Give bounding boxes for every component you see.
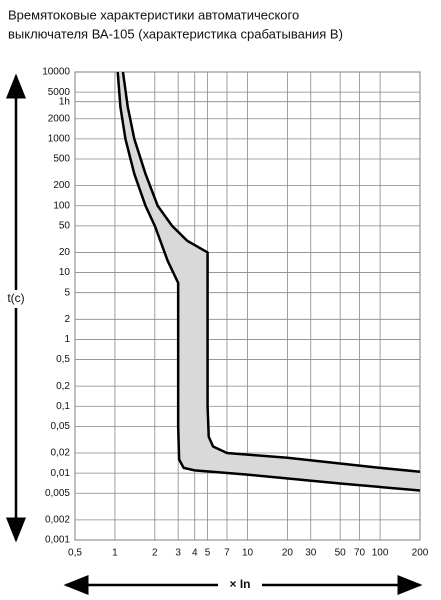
y-tick-label: 0,02 <box>51 448 71 459</box>
y-tick-label: 2000 <box>48 113 71 124</box>
y-axis-label: t(c) <box>7 291 24 305</box>
y-tick-label: 0,01 <box>51 468 71 479</box>
y-tick-label: 500 <box>53 154 70 165</box>
x-tick-label: 10 <box>242 548 254 559</box>
y-tick-label: 1h <box>59 96 70 107</box>
y-tick-label: 0,005 <box>45 488 70 499</box>
y-tick-label: 20 <box>59 247 71 258</box>
x-tick-label: 200 <box>412 548 429 559</box>
y-tick-label: 10 <box>59 267 71 278</box>
chart-title: Времятоковые характеристики автоматическ… <box>8 7 299 22</box>
y-tick-label: 50 <box>59 220 71 231</box>
x-tick-label: 30 <box>305 548 317 559</box>
y-tick-label: 2 <box>64 314 70 325</box>
x-tick-label: 2 <box>152 548 158 559</box>
y-tick-label: 10000 <box>42 67 70 78</box>
x-tick-label: 7 <box>224 548 230 559</box>
y-tick-label: 0,2 <box>56 381 70 392</box>
y-tick-label: 0,001 <box>45 535 70 546</box>
y-tick-label: 100 <box>53 200 70 211</box>
x-tick-label: 20 <box>282 548 294 559</box>
y-tick-label: 0,5 <box>56 354 70 365</box>
y-tick-label: 5 <box>64 287 70 298</box>
y-tick-label: 0,1 <box>56 401 70 412</box>
band-fill <box>117 72 421 491</box>
y-tick-label: 1 <box>64 334 70 345</box>
x-tick-label: 70 <box>354 548 366 559</box>
curve <box>121 71 421 473</box>
y-tick-label: 200 <box>53 180 70 191</box>
x-tick-label: 100 <box>372 548 389 559</box>
y-tick-label: 0,05 <box>51 421 71 432</box>
x-tick-label: 3 <box>175 548 181 559</box>
x-tick-label: 1 <box>112 548 118 559</box>
x-tick-label: 5 <box>205 548 211 559</box>
y-tick-label: 1000 <box>48 133 71 144</box>
y-tick-label: 5000 <box>48 87 71 98</box>
label-bg <box>218 576 262 594</box>
chart-title: выключателя ВА-105 (характеристика сраба… <box>8 26 343 41</box>
x-axis-label: × In <box>229 577 250 591</box>
curve <box>116 71 421 492</box>
x-tick-label: 4 <box>192 548 198 559</box>
y-tick-label: 0,002 <box>45 515 70 526</box>
x-tick-label: 50 <box>335 548 347 559</box>
x-tick-label: 0,5 <box>68 548 82 559</box>
label-bg <box>4 290 30 308</box>
